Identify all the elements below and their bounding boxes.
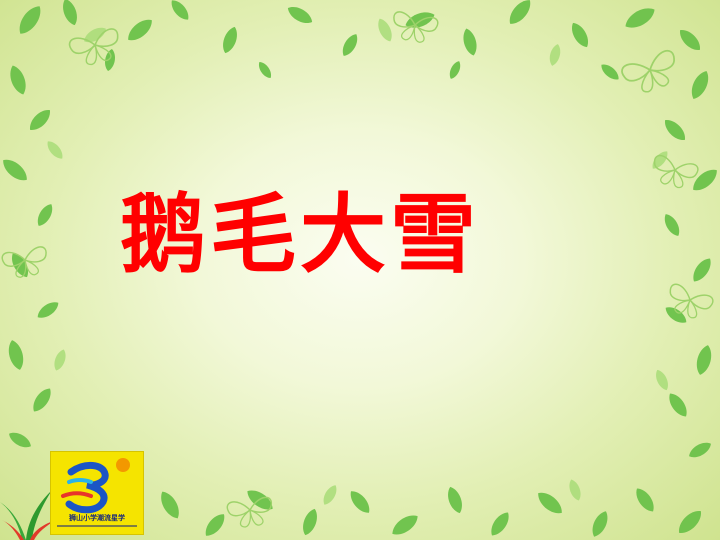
- school-logo: 狮山小学潮流星学: [50, 451, 144, 535]
- grass-decoration: [0, 490, 56, 540]
- slide-title: 鹅毛大雪: [120, 185, 480, 285]
- logo-subtext: [53, 524, 141, 530]
- logo-text: 狮山小学潮流星学: [69, 514, 125, 522]
- logo-emblem-icon: [61, 458, 130, 514]
